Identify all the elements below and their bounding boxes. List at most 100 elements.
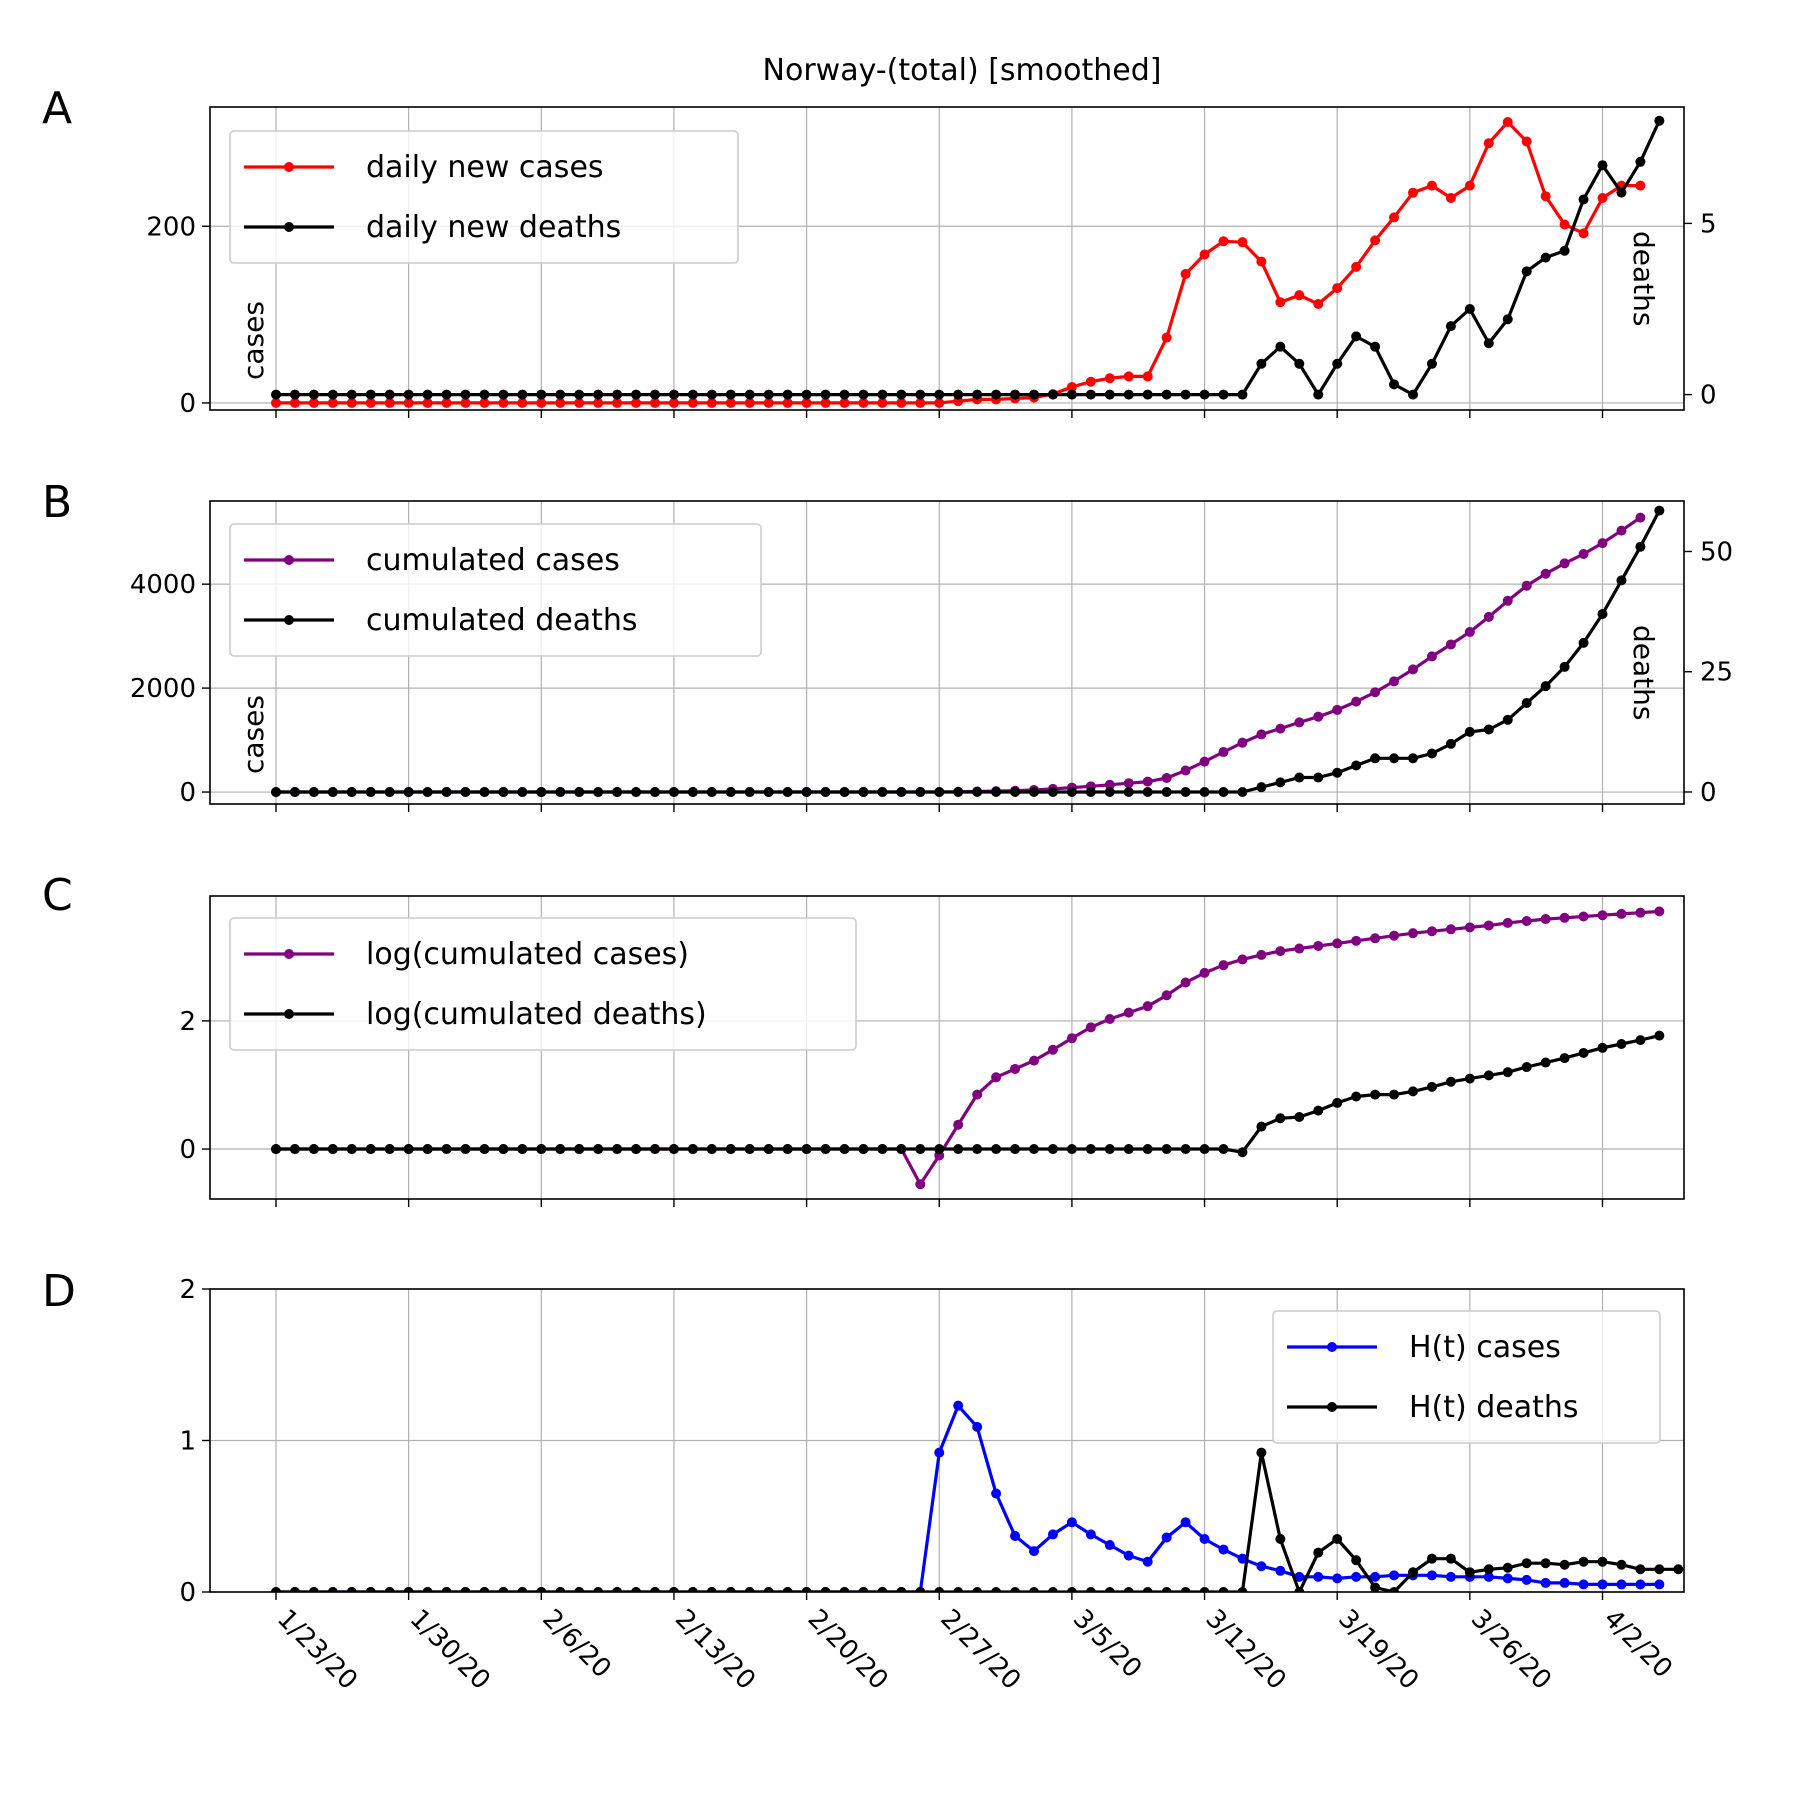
data-point	[1635, 1035, 1646, 1046]
data-point	[271, 1144, 281, 1155]
legend-label: H(t) cases	[1409, 1330, 1561, 1365]
data-point	[1540, 191, 1551, 202]
data-point	[1294, 943, 1305, 954]
data-point	[271, 1587, 281, 1592]
data-point	[1445, 1076, 1456, 1087]
data-point	[327, 389, 338, 400]
data-point	[1047, 1529, 1058, 1540]
data-point	[744, 397, 755, 408]
data-point	[1237, 1587, 1248, 1592]
data-point	[1161, 1532, 1172, 1543]
legend-label: daily new deaths	[366, 210, 621, 245]
data-point	[1332, 1573, 1343, 1584]
data-point	[384, 786, 395, 797]
y-tick-label: 1	[179, 1427, 196, 1457]
data-point	[517, 1144, 528, 1155]
data-point	[1616, 1038, 1627, 1049]
data-point	[1502, 1573, 1513, 1584]
data-point	[1123, 778, 1134, 789]
data-point	[289, 397, 300, 408]
data-point	[1616, 1559, 1627, 1570]
data-point	[1294, 772, 1305, 783]
data-point	[877, 1587, 888, 1592]
data-point	[1351, 760, 1362, 771]
data-point	[1616, 525, 1627, 536]
data-point	[517, 1587, 528, 1592]
data-point	[1502, 1562, 1513, 1573]
data-point	[839, 1144, 850, 1155]
data-point	[1218, 1587, 1229, 1592]
data-point	[384, 389, 395, 400]
data-point	[1085, 1144, 1096, 1155]
data-point	[422, 786, 433, 797]
data-point	[327, 1144, 338, 1155]
data-point	[460, 1587, 471, 1592]
data-point	[725, 397, 736, 408]
data-point	[972, 1089, 983, 1100]
data-point	[631, 389, 642, 400]
data-point	[877, 786, 888, 797]
data-point	[517, 786, 528, 797]
data-point	[1464, 304, 1475, 314]
data-point	[1180, 1517, 1191, 1528]
data-point	[1066, 382, 1077, 393]
y-axis-label-left: cases	[237, 301, 270, 380]
data-point	[1010, 786, 1021, 797]
data-point	[1029, 1587, 1039, 1592]
data-point	[479, 786, 490, 797]
data-point	[706, 1144, 717, 1155]
data-point	[1559, 1053, 1570, 1064]
y-tick-label: 200	[146, 212, 196, 242]
data-point	[365, 397, 376, 408]
data-point	[1426, 748, 1437, 759]
data-point	[1540, 1577, 1551, 1588]
data-point	[1370, 687, 1381, 698]
legend-marker	[284, 1009, 294, 1019]
x-tick-label: 2/27/20	[934, 1604, 1026, 1696]
data-point	[1502, 917, 1513, 928]
legend-label: cumulated cases	[366, 543, 620, 578]
data-point	[1540, 252, 1551, 263]
data-point	[346, 1144, 357, 1155]
data-point	[1616, 1579, 1627, 1590]
data-point	[1256, 1121, 1267, 1132]
data-point	[953, 786, 964, 797]
data-point	[1256, 1447, 1267, 1458]
data-point	[820, 1587, 831, 1592]
data-point	[953, 389, 964, 400]
data-point	[1199, 967, 1210, 978]
data-point	[725, 389, 736, 400]
data-point	[1521, 698, 1532, 708]
data-point	[1047, 389, 1058, 400]
data-point	[1464, 626, 1475, 637]
data-point	[441, 397, 452, 408]
data-point	[915, 786, 926, 797]
data-point	[1161, 1144, 1172, 1155]
x-tick-label: 1/30/20	[404, 1604, 496, 1696]
data-point	[1123, 1144, 1134, 1155]
data-point	[1445, 924, 1456, 935]
data-point	[1313, 1547, 1324, 1558]
data-point	[1085, 1022, 1096, 1033]
data-point	[346, 397, 357, 408]
data-point	[1180, 1144, 1191, 1155]
data-point	[1408, 187, 1418, 198]
data-point	[687, 1587, 698, 1592]
data-point	[1199, 249, 1210, 260]
data-point	[1389, 753, 1400, 764]
data-point	[1256, 782, 1267, 793]
data-point	[1351, 935, 1362, 946]
data-point	[991, 1144, 1002, 1155]
data-point	[1180, 765, 1191, 776]
data-point	[1275, 297, 1286, 308]
data-point	[706, 786, 717, 797]
data-point	[972, 1144, 983, 1155]
data-point	[668, 397, 679, 408]
data-point	[593, 389, 604, 400]
data-point	[1370, 753, 1381, 764]
data-point	[308, 1587, 319, 1592]
data-point	[744, 389, 755, 400]
data-point	[1161, 332, 1172, 343]
